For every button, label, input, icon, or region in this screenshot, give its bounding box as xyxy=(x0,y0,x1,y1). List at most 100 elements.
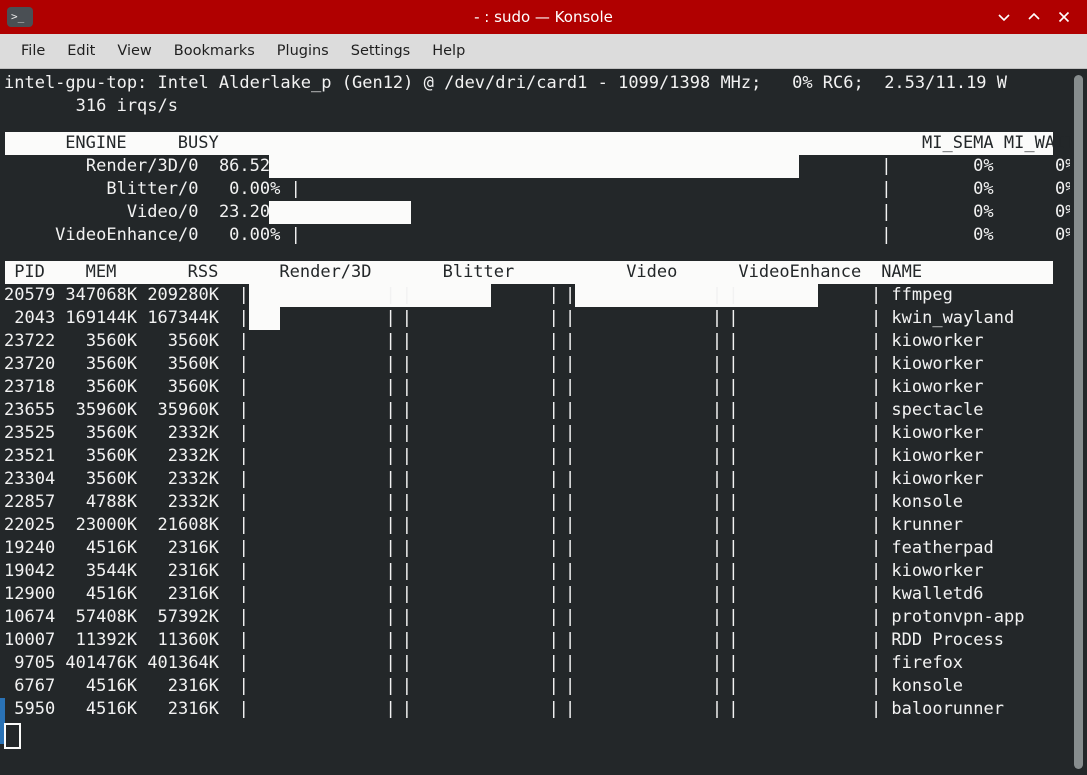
menu-edit[interactable]: Edit xyxy=(67,43,96,59)
engine-separator-videoenhance: | xyxy=(728,607,739,627)
table-row[interactable]: 23655 35960K 35960K xyxy=(4,399,219,422)
table-row[interactable]: 10674 57408K 57392K xyxy=(4,606,219,629)
close-button[interactable] xyxy=(1049,2,1079,32)
scrollbar-thumb[interactable] xyxy=(1074,75,1083,769)
table-row[interactable]: 5950 4516K 2316K xyxy=(4,698,219,721)
text-cursor xyxy=(4,723,21,749)
terminal-output[interactable]: intel-gpu-top: Intel Alderlake_p (Gen12)… xyxy=(0,69,1087,775)
table-row[interactable]: 23720 3560K 3560K xyxy=(4,353,219,376)
window-title: - : sudo — Konsole xyxy=(474,8,613,26)
engine-separator-videoenhance: | xyxy=(728,676,739,696)
table-row[interactable]: 22857 4788K 2332K xyxy=(4,491,219,514)
window-controls xyxy=(989,2,1087,32)
engine-row: VideoEnhance/0 0.00% | xyxy=(4,224,301,247)
cell-rss: 2316K xyxy=(137,676,219,696)
menu-view[interactable]: View xyxy=(117,43,152,59)
engine-name: VideoEnhance/0 xyxy=(4,225,199,245)
terminal-icon-prompt: >_ xyxy=(11,10,25,23)
minimize-button[interactable] xyxy=(989,2,1019,32)
table-row[interactable]: 23525 3560K 2332K xyxy=(4,422,219,445)
engine-separator-video: | xyxy=(565,285,576,305)
engine-separator-render3d: | xyxy=(238,400,249,420)
col-header-videoenhance: VideoEnhance xyxy=(738,262,862,282)
cell-name: baloorunner xyxy=(891,699,1004,719)
engine-bar-right-bracket: | xyxy=(881,202,892,222)
scrollbar-track[interactable] xyxy=(1070,69,1087,775)
engine-separator-video-second: | xyxy=(548,354,559,374)
table-row[interactable]: 9705 401476K 401364K xyxy=(4,652,219,675)
cell-mem: 3560K xyxy=(55,377,138,397)
menu-file[interactable]: File xyxy=(21,43,46,59)
maximize-button[interactable] xyxy=(1019,2,1049,32)
table-row[interactable]: 20579 347068K 209280K xyxy=(4,284,219,307)
engine-bar-right-bracket: | xyxy=(881,179,892,199)
cell-pid: 10674 xyxy=(4,607,56,627)
table-row[interactable]: 23722 3560K 3560K xyxy=(4,330,219,353)
engine-separator-blitter: | xyxy=(401,561,413,581)
engine-busy: 86.52% xyxy=(198,156,291,176)
table-row[interactable]: 12900 4516K 2316K xyxy=(4,583,219,606)
engine-separator-render3d: | xyxy=(238,607,249,627)
engine-separator-blitter-second: | xyxy=(385,653,396,673)
engine-separator-end: | xyxy=(871,377,882,397)
cell-bar-video xyxy=(575,284,818,307)
table-row[interactable]: 10007 11392K 11360K xyxy=(4,629,219,652)
cell-pid: 12900 xyxy=(4,584,56,604)
table-row[interactable]: 2043 169144K 167344K xyxy=(4,307,219,330)
engine-separator-video-second: | xyxy=(548,607,559,627)
table-row[interactable]: 22025 23000K 21608K xyxy=(4,514,219,537)
engine-mi-values: 0% 0% xyxy=(922,225,1076,245)
engine-separator-video: | xyxy=(565,630,576,650)
menu-help[interactable]: Help xyxy=(432,43,466,59)
engine-separator-end: | xyxy=(871,469,882,489)
cell-rss: 2332K xyxy=(137,446,219,466)
engine-separator-videoenhance: | xyxy=(728,469,739,489)
menu-settings[interactable]: Settings xyxy=(350,43,411,59)
engine-separator-render3d: | xyxy=(238,331,249,351)
engine-separator-end: | xyxy=(871,607,882,627)
engine-separator-render3d: | xyxy=(238,469,249,489)
cell-name: kioworker xyxy=(891,354,984,374)
engine-bar-right-bracket: | xyxy=(881,225,892,245)
engine-separator-blitter: | xyxy=(401,653,413,673)
engine-separator-video: | xyxy=(565,538,576,558)
engine-separator-video: | xyxy=(565,584,576,604)
menu-bookmarks[interactable]: Bookmarks xyxy=(173,43,255,59)
engine-bar-right-bracket: | xyxy=(881,156,892,176)
menu-plugins[interactable]: Plugins xyxy=(276,43,329,59)
table-row[interactable]: 19042 3544K 2316K xyxy=(4,560,219,583)
cell-rss: 2316K xyxy=(137,538,219,558)
engine-separator-end: | xyxy=(871,354,882,374)
engine-separator-blitter-second: | xyxy=(385,308,396,328)
engine-separator-blitter-second: | xyxy=(385,676,396,696)
cell-name: kioworker xyxy=(891,331,984,351)
engine-separator-blitter-second: | xyxy=(385,699,396,719)
table-row[interactable]: 23304 3560K 2332K xyxy=(4,468,219,491)
cell-rss: 3560K xyxy=(137,354,219,374)
cell-name: kioworker xyxy=(891,377,984,397)
cell-rss: 401364K xyxy=(137,653,219,673)
cell-name: RDD Process xyxy=(891,630,1004,650)
engine-separator-videoenhance: | xyxy=(728,377,739,397)
engine-separator-videoenhance-second: | xyxy=(711,423,723,443)
table-row[interactable]: 23718 3560K 3560K xyxy=(4,376,219,399)
gpu-top-header-line-1: intel-gpu-top: Intel Alderlake_p (Gen12)… xyxy=(4,73,1008,93)
engine-busy-bar xyxy=(269,155,799,178)
window-titlebar[interactable]: >_ - : sudo — Konsole xyxy=(0,0,1087,34)
col-header-mem: MEM xyxy=(85,262,117,282)
engine-separator-render3d: | xyxy=(238,561,249,581)
engine-separator-end: | xyxy=(871,331,882,351)
engine-row: Blitter/0 0.00% | xyxy=(4,178,301,201)
engine-separator-video: | xyxy=(565,331,576,351)
engine-separator-end: | xyxy=(871,653,882,673)
cell-mem: 401476K xyxy=(55,653,138,673)
cell-pid: 19240 xyxy=(4,538,56,558)
engine-separator-videoenhance: | xyxy=(728,515,739,535)
engine-separator-videoenhance-second: | xyxy=(711,653,723,673)
table-row[interactable]: 23521 3560K 2332K xyxy=(4,445,219,468)
engine-separator-video: | xyxy=(565,607,576,627)
table-row[interactable]: 6767 4516K 2316K xyxy=(4,675,219,698)
col-header-name: NAME xyxy=(881,262,923,282)
engine-separator-end: | xyxy=(871,446,882,466)
table-row[interactable]: 19240 4516K 2316K xyxy=(4,537,219,560)
